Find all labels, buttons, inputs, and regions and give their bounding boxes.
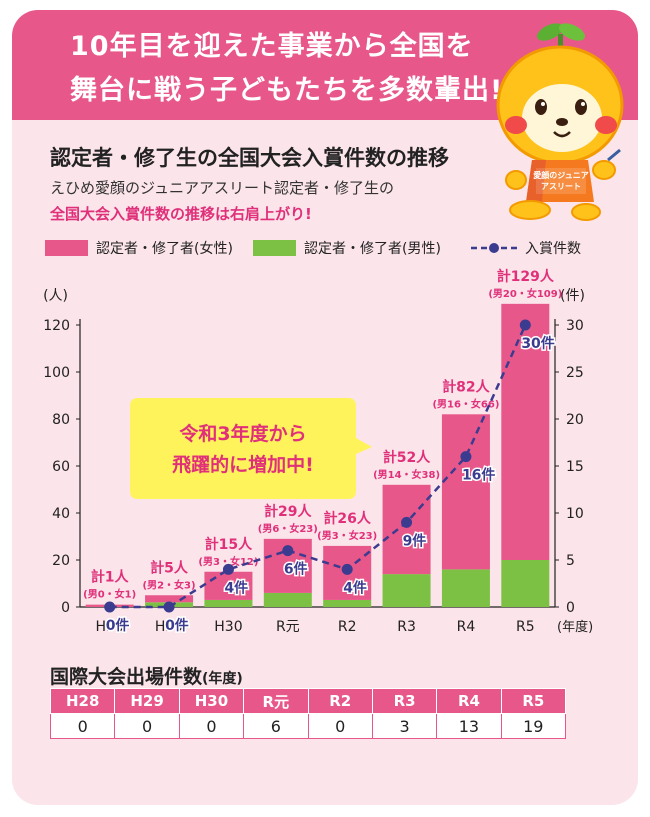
intl-table-value-cell: 0 [178, 713, 245, 739]
intl-table-header-cell: R2 [307, 688, 373, 714]
legend-label-awards: 入賞件数 [525, 241, 581, 257]
intl-table-header-cell: R3 [371, 688, 438, 714]
intl-table-header-cell: R元 [243, 688, 309, 714]
headline-line1: 10年目を迎えた事業から全国を [70, 31, 474, 62]
intl-table-header-cell: H28 [49, 688, 116, 714]
legend-swatch-male [253, 240, 296, 256]
chart-legend: 認定者・修了者(女性) 認定者・修了者(男性) 入賞件数 [45, 236, 615, 260]
intl-table-header-cell: R5 [500, 688, 567, 714]
intl-table-title-suffix: (年度) [202, 671, 243, 687]
intl-table-title: 国際大会出場件数(年度) [50, 662, 243, 689]
intl-table-value-cell: 0 [307, 713, 373, 739]
chart-title: 認定者・修了生の全国大会入賞件数の推移 [50, 146, 449, 170]
mascot-illustration: 愛顔のジュニア アスリート [496, 23, 624, 221]
mascot-badge-line1: 愛顔のジュニア [533, 170, 588, 180]
intl-table-value-cell: 13 [436, 713, 502, 739]
legend-swatch-female [45, 240, 88, 256]
intl-table-value-cell: 6 [243, 713, 309, 739]
intl-table-header-cell: H29 [114, 688, 180, 714]
headline-line2: 舞台に戦う子どもたちを多数輩出! [70, 75, 504, 106]
intl-table-header-row: H28 H29 H30 R元 R2 R3 R4 R5 [49, 688, 567, 714]
intl-table-value-cell: 0 [114, 713, 180, 739]
legend-item-awards: 入賞件数 [469, 236, 581, 260]
intl-table-value-cell: 0 [49, 713, 116, 739]
intl-table-header-cell: R4 [436, 688, 502, 714]
legend-item-male: 認定者・修了者(男性) [253, 236, 441, 260]
chart-description: えひめ愛顔のジュニアアスリート認定者・修了生の [50, 179, 394, 197]
mascot-badge-line2: アスリート [541, 182, 581, 191]
legend-label-male: 認定者・修了者(男性) [304, 241, 441, 257]
intl-table-value-cell: 19 [500, 713, 567, 739]
intl-table: H28 H29 H30 R元 R2 R3 R4 R5 0 0 0 6 0 3 13 19 [49, 688, 567, 739]
chart-highlight: 全国大会入賞件数の推移は右肩上がり! [50, 205, 312, 223]
intl-table-header-cell: H30 [178, 688, 245, 714]
intl-table-value-row: 0 0 0 6 0 3 13 19 [49, 713, 567, 739]
intl-table-value-cell: 3 [371, 713, 438, 739]
legend-swatch-awards [471, 243, 517, 253]
legend-item-female: 認定者・修了者(女性) [45, 236, 233, 260]
legend-label-female: 認定者・修了者(女性) [96, 241, 233, 257]
intl-table-title-text: 国際大会出場件数 [50, 666, 203, 688]
